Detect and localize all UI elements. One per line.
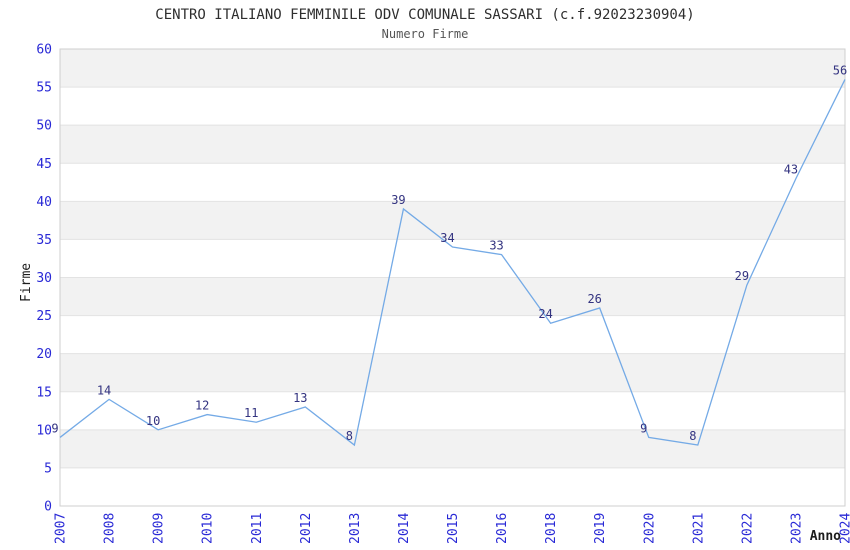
y-tick-label: 10: [36, 423, 52, 438]
plot-border: [59, 48, 846, 507]
x-tick-label: 2022: [740, 513, 755, 544]
x-tick-label: 2013: [348, 513, 363, 544]
x-tick-label: 2012: [299, 513, 314, 544]
x-tick-label: 2024: [839, 513, 850, 544]
data-point-label: 10: [146, 414, 160, 428]
data-point-label: 33: [489, 239, 503, 253]
y-tick-label: 25: [36, 309, 52, 324]
chart-title: CENTRO ITALIANO FEMMINILE ODV COMUNALE S…: [155, 7, 694, 23]
x-tick-label: 2016: [495, 513, 510, 544]
background-band: [60, 201, 845, 240]
x-tick-label: 2011: [250, 513, 265, 544]
data-point-labels: 9 14 10 12 11 13 8 39 34 33 24 26 9 8 29 43 56: [51, 63, 847, 443]
x-tick-label: 2021: [691, 513, 706, 544]
data-point-label: 9: [51, 421, 58, 435]
x-tick-label: 2010: [201, 513, 216, 544]
data-point-label: 26: [587, 292, 601, 306]
y-tick-label: 60: [36, 43, 52, 58]
data-point-label: 11: [244, 406, 258, 420]
background-band: [60, 277, 845, 316]
data-point-label: 43: [784, 162, 798, 176]
y-tick-label: 20: [36, 347, 52, 362]
x-tick-label: 2023: [789, 513, 804, 544]
data-point-label: 8: [346, 429, 353, 443]
background-band: [60, 163, 845, 202]
y-axis-tick-labels: 0 5 10 15 20 25 30 35 40 45 50 55 60: [36, 43, 52, 515]
y-tick-label: 55: [36, 81, 52, 96]
x-tick-label: 2009: [152, 513, 167, 544]
data-point-label: 9: [640, 421, 647, 435]
y-axis-label: Firme: [19, 263, 34, 302]
chart-subtitle: Numero Firme: [382, 27, 469, 41]
data-point-label: 14: [97, 383, 111, 397]
data-point-label: 12: [195, 399, 209, 413]
y-tick-label: 40: [36, 195, 52, 210]
x-axis-label: Anno: [810, 529, 841, 544]
data-point-label: 39: [391, 193, 405, 207]
x-tick-label: 2018: [544, 513, 559, 544]
x-tick-label: 2014: [397, 513, 412, 544]
x-tick-label: 2019: [593, 513, 608, 544]
background-band: [60, 315, 845, 354]
background-band: [60, 87, 845, 126]
data-point-label: 8: [689, 429, 696, 443]
plot-background-bands: [60, 49, 845, 506]
background-band: [60, 353, 845, 392]
y-tick-label: 0: [44, 500, 52, 515]
data-point-label: 56: [833, 63, 847, 77]
y-tick-label: 50: [36, 119, 52, 134]
data-point-label: 34: [440, 231, 454, 245]
x-tick-label: 2020: [642, 513, 657, 544]
y-tick-label: 45: [36, 157, 52, 172]
y-tick-label: 15: [36, 385, 52, 400]
data-point-label: 13: [293, 391, 307, 405]
y-tick-label: 30: [36, 271, 52, 286]
data-line: [59, 79, 846, 447]
x-tick-label: 2015: [446, 513, 461, 544]
data-point-label: 24: [538, 307, 552, 321]
y-tick-label: 35: [36, 233, 52, 248]
background-band: [60, 429, 845, 468]
background-band: [60, 467, 845, 506]
x-tick-label: 2007: [54, 513, 69, 544]
x-axis-tick-labels: 2007 2008 2009 2010 2011 2012 2013 2014 2015 2016…: [54, 513, 850, 544]
y-tick-label: 5: [44, 461, 52, 476]
background-band: [60, 239, 845, 278]
background-band: [60, 391, 845, 430]
background-band: [60, 125, 845, 164]
background-band: [60, 49, 845, 88]
x-tick-label: 2008: [103, 513, 118, 544]
data-point-label: 29: [735, 269, 749, 283]
